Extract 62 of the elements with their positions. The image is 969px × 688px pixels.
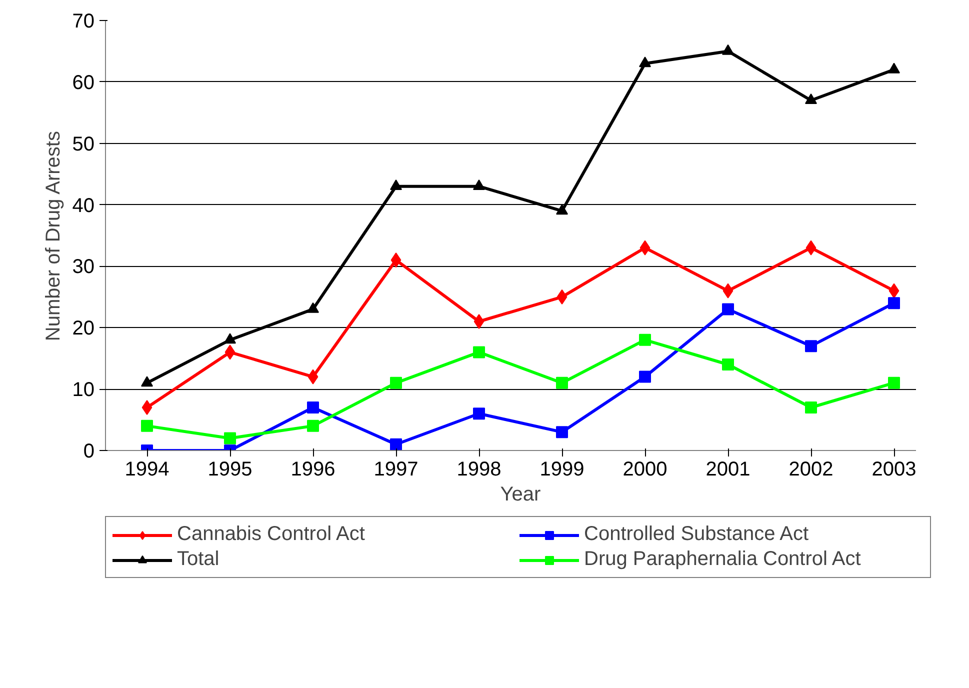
y-tick-label: 70 bbox=[72, 10, 95, 32]
y-tick-label: 0 bbox=[83, 440, 94, 462]
point bbox=[473, 346, 485, 358]
point bbox=[805, 402, 817, 414]
point bbox=[390, 252, 402, 268]
point bbox=[474, 314, 484, 329]
point bbox=[473, 180, 485, 190]
point bbox=[390, 376, 402, 389]
point bbox=[805, 94, 817, 104]
point bbox=[888, 376, 900, 389]
point bbox=[640, 240, 650, 256]
point bbox=[639, 370, 651, 383]
point bbox=[390, 438, 402, 450]
x-tick-label: 2003 bbox=[872, 458, 916, 480]
y-tick-label: 40 bbox=[72, 194, 95, 217]
point bbox=[141, 376, 153, 387]
point bbox=[307, 420, 319, 432]
y-tick-label: 20 bbox=[72, 318, 95, 340]
y-tick-label: 50 bbox=[72, 133, 95, 156]
point bbox=[722, 358, 734, 370]
point bbox=[888, 297, 900, 310]
x-tick-label: 1998 bbox=[456, 458, 502, 480]
point bbox=[888, 283, 900, 298]
point bbox=[805, 340, 817, 352]
x-tick-label: 1996 bbox=[290, 458, 336, 480]
x-tick-label: 2002 bbox=[788, 458, 834, 480]
legend-label: Total bbox=[177, 548, 220, 571]
point bbox=[390, 180, 402, 190]
x-tick-label: 1995 bbox=[208, 458, 252, 480]
point bbox=[473, 408, 485, 420]
point bbox=[639, 334, 651, 346]
point bbox=[556, 426, 568, 438]
point bbox=[556, 376, 568, 389]
x-axis-title: Year bbox=[500, 484, 542, 506]
y-tick-label: 10 bbox=[72, 379, 95, 402]
point bbox=[224, 432, 236, 444]
point bbox=[307, 402, 319, 414]
point bbox=[308, 369, 318, 384]
legend-label: Controlled Substance Act bbox=[584, 523, 810, 546]
x-tick-label: 2000 bbox=[622, 458, 668, 480]
point bbox=[722, 303, 734, 316]
point bbox=[141, 420, 153, 432]
legend-label: Drug Paraphernalia Control Act bbox=[584, 548, 862, 571]
point bbox=[556, 289, 568, 304]
legend-label: Cannabis Control Act bbox=[177, 523, 366, 546]
x-tick-label: 1994 bbox=[124, 458, 170, 480]
point bbox=[142, 400, 152, 415]
point bbox=[722, 44, 734, 55]
x-tick-label: 2001 bbox=[706, 458, 750, 480]
y-axis-title: Number of Drug Arrests bbox=[42, 131, 64, 342]
point bbox=[224, 333, 236, 344]
point bbox=[556, 204, 568, 215]
point bbox=[224, 344, 236, 360]
y-tick-label: 30 bbox=[72, 256, 95, 278]
point bbox=[888, 62, 900, 74]
y-tick-label: 60 bbox=[72, 72, 95, 94]
x-tick-label: 1997 bbox=[374, 458, 418, 480]
point bbox=[722, 283, 734, 298]
x-tick-label: 1999 bbox=[540, 458, 584, 480]
point bbox=[806, 240, 816, 256]
point bbox=[307, 302, 319, 313]
point bbox=[639, 56, 651, 68]
